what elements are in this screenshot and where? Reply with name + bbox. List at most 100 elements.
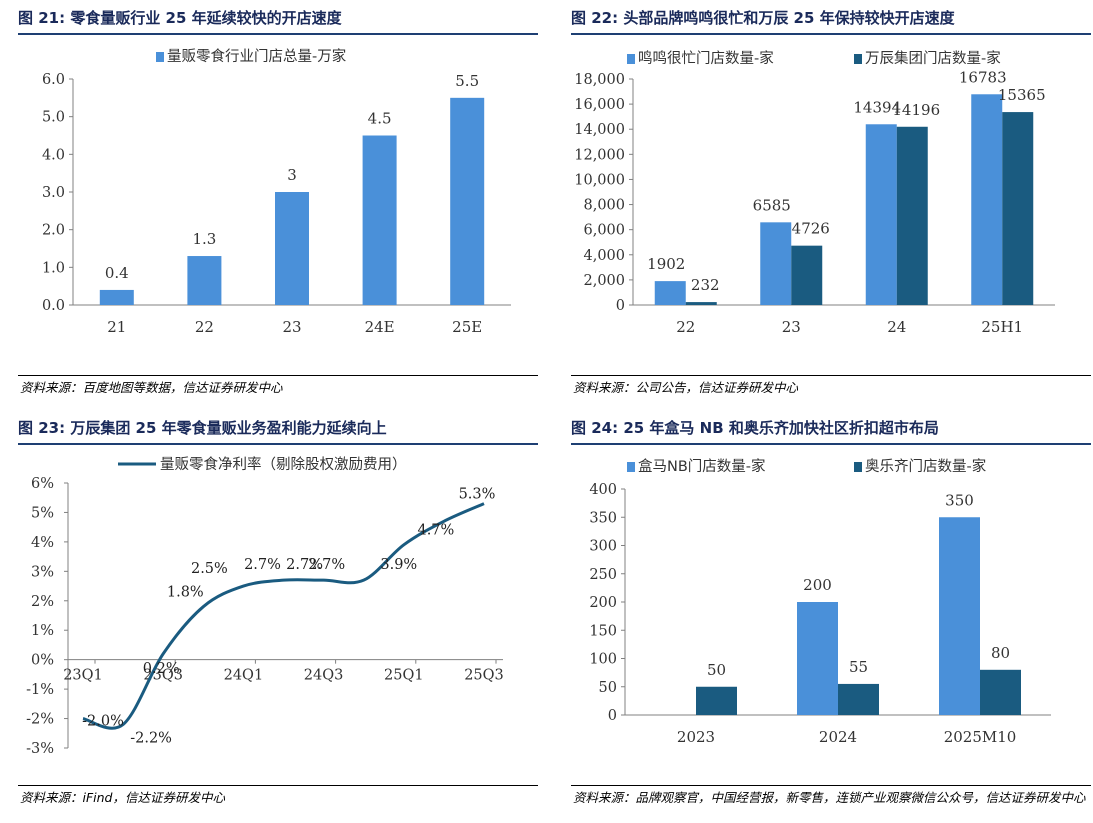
figure-22-chart: 鸣鸣很忙门店数量-家 万辰集团门店数量-家 0 2,000 4,000 6,000 8,00… (574, 50, 1055, 336)
bar-fig24-s2 (980, 669, 1021, 715)
y-tick-label: -1% (26, 682, 54, 698)
data-label: 14196 (892, 101, 940, 119)
y-tick-label: 0 (608, 708, 617, 724)
figure-21-title-rule (18, 33, 538, 35)
x-tick-label: 2023 (677, 728, 715, 746)
legend-swatch-1 (627, 462, 635, 472)
legend-swatch-1 (627, 54, 635, 64)
y-tick-label: 1.0 (42, 260, 65, 276)
bar-fig21-s1 (275, 192, 309, 305)
x-tick-label: 23 (782, 318, 801, 336)
legend-label-2: 万辰集团门店数量-家 (865, 50, 1001, 67)
legend-label-2: 奥乐齐门店数量-家 (865, 458, 986, 475)
y-tick-label: 6% (31, 476, 54, 492)
legend-label: 量贩零食净利率（剔除股权激励费用） (160, 456, 407, 473)
bar-fig22-s2 (791, 245, 823, 305)
bar-fig21-s1 (99, 289, 134, 305)
data-label: 350 (945, 491, 974, 509)
x-tick-label: 23Q1 (63, 668, 103, 684)
data-label: 5.5 (455, 72, 479, 90)
y-tick-label: 150 (589, 623, 617, 639)
figure-23-panel: 图 23: 万辰集团 25 年零食量贩业务盈利能力延续向上 量贩零食净利率（剔除… (18, 410, 538, 815)
figure-23-source: 资料来源：iFind，信达证券研发中心 (20, 790, 225, 805)
legend-label-1: 量贩零食行业门店总量-万家 (167, 48, 346, 65)
figure-24-panel: 图 24: 25 年盒马 NB 和奥乐齐加快社区折扣超市布局 盒马NB门店数量-… (571, 410, 1091, 815)
bar-fig22-s1 (654, 281, 686, 305)
y-tick-label: 6.0 (42, 72, 65, 88)
figure-24-source: 资料来源：品牌观察官，中国经营报，新零售，连锁产业观察微信公众号，信达证券研发中… (573, 790, 1086, 805)
figure-21-title: 图 21: 零食量贩行业 25 年延续较快的开店速度 (18, 9, 342, 27)
y-tick-label: 5.0 (42, 110, 65, 126)
bar-fig22-s1 (971, 94, 1003, 305)
data-label: 0.4 (105, 264, 129, 282)
y-tick-label: 0% (31, 653, 54, 669)
figure-21-panel: 图 21: 零食量贩行业 25 年延续较快的开店速度 量贩零食行业门店总量-万家… (18, 0, 538, 405)
y-tick-label: 1% (31, 623, 54, 639)
figure-24-chart: 盒马NB门店数量-家 奥乐齐门店数量-家 0 50 100 150 200 250 300 350… (589, 458, 1051, 746)
y-tick-label: 16,000 (574, 97, 625, 113)
legend-label-1: 盒马NB门店数量-家 (638, 458, 766, 475)
data-label: 2.7% (286, 557, 323, 573)
bar-fig21-s1 (187, 256, 222, 305)
data-label: 4.5 (368, 110, 392, 128)
x-tick-label: 25Q3 (464, 668, 504, 684)
y-tick-label: 12,000 (574, 147, 625, 163)
data-label: 1902 (647, 255, 685, 273)
figure-22-source: 资料来源：公司公告，信达证券研发中心 (573, 380, 799, 395)
y-tick-label: 300 (589, 539, 617, 555)
figure-23-title: 图 23: 万辰集团 25 年零食量贩业务盈利能力延续向上 (18, 419, 387, 437)
legend-swatch-1 (156, 52, 164, 62)
y-tick-label: 10,000 (574, 172, 625, 188)
figure-23-title-rule (18, 443, 538, 445)
bar-fig22-s2 (896, 126, 928, 306)
data-label: 5.3% (459, 487, 496, 503)
y-tick-label: 400 (589, 482, 617, 498)
y-tick-label: 2.0 (42, 223, 65, 239)
data-label: 232 (691, 276, 720, 294)
bar-fig24-s1 (797, 602, 838, 715)
x-tick-label: 23 (282, 318, 301, 336)
x-tick-label: 22 (195, 318, 214, 336)
data-label: 2.7% (308, 557, 345, 573)
y-tick-label: 2% (31, 594, 54, 610)
x-tick-label: 24Q1 (224, 668, 264, 684)
legend-swatch-2 (854, 54, 862, 64)
data-label: -2.0% (82, 714, 124, 730)
y-tick-label: 100 (589, 652, 617, 668)
bar-fig22-s1 (760, 222, 792, 305)
x-tick-label: 21 (107, 318, 126, 336)
data-label: 50 (707, 661, 726, 679)
data-label: 2.7% (244, 557, 281, 573)
figure-22-title: 图 22: 头部品牌鸣鸣很忙和万辰 25 年保持较快开店速度 (571, 9, 955, 27)
figure-21-chart: 量贩零食行业门店总量-万家 0.0 1.0 2.0 3.0 4.0 5.0 6.0 21 0.4 2… (42, 48, 511, 336)
data-label: 2.5% (191, 561, 228, 577)
legend-label-1: 鸣鸣很忙门店数量-家 (638, 50, 774, 67)
x-tick-label: 24 (887, 318, 906, 336)
data-label: 80 (991, 644, 1010, 662)
y-tick-label: 4,000 (583, 248, 625, 264)
y-tick-label: 0 (616, 298, 625, 314)
data-label: 1.3 (192, 230, 216, 248)
y-tick-label: 350 (589, 510, 617, 526)
bar-fig22-s1 (865, 124, 897, 305)
bar-fig21-s1 (450, 97, 485, 305)
x-tick-label: 2025M10 (944, 728, 1017, 746)
figure-24-source-rule (571, 785, 1091, 786)
figure-24-title-rule (571, 443, 1091, 445)
data-label: 4726 (792, 220, 830, 238)
data-label: 16783 (959, 68, 1007, 86)
x-tick-label: 2024 (819, 728, 857, 746)
data-label: 14394 (853, 98, 901, 116)
y-tick-label: 4.0 (42, 147, 65, 163)
figure-22-panel: 图 22: 头部品牌鸣鸣很忙和万辰 25 年保持较快开店速度 鸣鸣很忙门店数量-… (571, 0, 1091, 405)
data-label: 6585 (753, 196, 791, 214)
figure-23-chart: 量贩零食净利率（剔除股权激励费用） -3% -2% -1% 0% 1% 2% 3% 4% 5% 6%… (26, 456, 504, 757)
y-tick-label: 0.0 (42, 298, 65, 314)
y-tick-label: 3.0 (42, 185, 65, 201)
figure-21-source-rule (18, 375, 538, 376)
y-tick-label: 6,000 (583, 223, 625, 239)
data-label: 55 (849, 658, 868, 676)
y-tick-label: 14,000 (574, 122, 625, 138)
data-label: -2.2% (130, 730, 172, 746)
legend-swatch-2 (854, 462, 862, 472)
